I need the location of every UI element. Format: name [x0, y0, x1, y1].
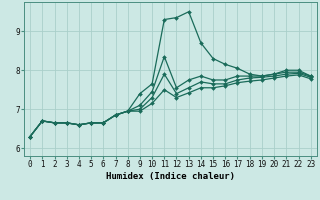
- X-axis label: Humidex (Indice chaleur): Humidex (Indice chaleur): [106, 172, 235, 181]
